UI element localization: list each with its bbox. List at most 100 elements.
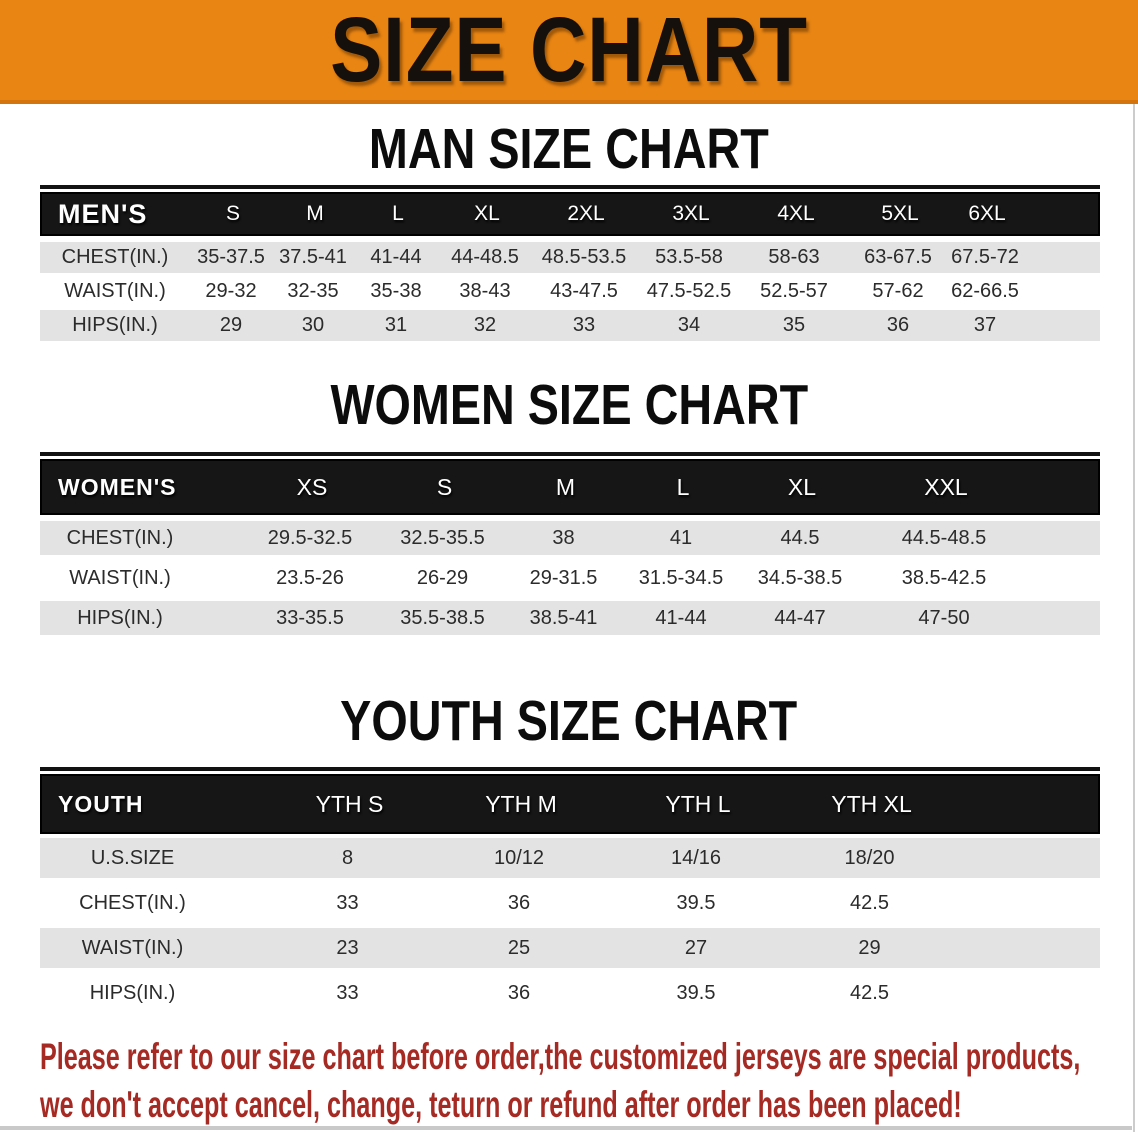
table-cell: 44-48.5 [451,246,519,268]
column-header: L [676,473,690,500]
table-cell: 42.5 [850,891,889,914]
column-header: S [436,473,453,500]
table-cell: 38-43 [459,280,511,302]
youth-size-table: YOUTH YTH S YTH M YTH L YTH XL U.S.SIZE 8 10/1… [40,767,1100,1013]
table-cell: 43-47.5 [550,280,618,302]
table-row: WAIST(IN.) 23.5-26 26-29 29-31.5 31.5-34.5 34… [40,561,1100,595]
table-cell: 57-62 [872,280,924,302]
footer-disclaimer-line1: Please refer to our size chart before or… [40,1036,1081,1077]
table-row: WAIST(IN.) 23 25 27 29 [40,928,1100,968]
man-section-heading: MAN SIZE CHART [0,117,1138,181]
bottom-edge-line [0,1126,1132,1130]
man-section-heading-text: MAN SIZE CHART [369,117,769,181]
youth-table-header-row: YOUTH YTH S YTH M YTH L YTH XL [40,774,1100,834]
table-row: WAIST(IN.) 29-32 32-35 35-38 38-43 43-47.5 47.… [40,276,1100,307]
table-cell: 36 [886,314,910,336]
table-cell: 44.5-48.5 [901,526,987,549]
row-label: U.S.SIZE [90,846,175,869]
column-header: YTH L [665,790,731,817]
table-cell: 29-32 [205,280,257,302]
table-top-rule [40,185,1100,189]
banner: SIZE CHART [0,0,1138,104]
table-cell: 37 [973,314,997,336]
right-edge-line [1133,104,1135,1132]
table-row: CHEST(IN.) 29.5-32.5 32.5-35.5 38 41 44.5 44.5… [40,521,1100,555]
column-header: L [392,202,404,225]
table-cell: 62-66.5 [951,280,1019,302]
table-row: CHEST(IN.) 33 36 39.5 42.5 [40,883,1100,923]
table-cell: 23 [336,936,359,959]
row-label: CHEST(IN.) [66,526,174,549]
table-corner-label: YOUTH [58,790,144,817]
table-row: CHEST(IN.) 35-37.5 37.5-41 41-44 44-48.5 48.5… [40,242,1100,273]
column-header: 2XL [567,202,605,225]
table-cell: 67.5-72 [951,246,1019,268]
table-corner-label: MEN'S [58,198,148,229]
table-cell: 36 [507,891,531,914]
column-header: 6XL [968,202,1006,225]
table-cell: 58-63 [768,246,820,268]
table-cell: 33 [572,314,596,336]
table-cell: 32-35 [287,280,339,302]
men-size-table: MEN'S S M L XL 2XL 3XL 4XL 5XL 6XL CHEST(IN.) 35-3… [40,185,1100,341]
column-header: XXL [924,473,968,500]
column-header: M [306,202,324,225]
table-cell: 35 [782,314,806,336]
column-header: M [555,473,576,500]
table-cell: 29-31.5 [529,566,598,589]
table-cell: 32 [473,314,497,336]
women-section-heading: WOMEN SIZE CHART [0,373,1138,437]
table-top-rule [40,767,1100,771]
table-row: HIPS(IN.) 33 36 39.5 42.5 [40,973,1100,1013]
women-table-header-row: WOMEN'S XS S M L XL XXL [40,459,1100,515]
row-label: HIPS(IN.) [72,314,158,336]
youth-section-heading-text: YOUTH SIZE CHART [340,689,798,753]
table-cell: 14/16 [670,846,722,869]
women-table-body: CHEST(IN.) 29.5-32.5 32.5-35.5 38 41 44.5 44.5… [40,521,1100,635]
table-cell: 27 [684,936,708,959]
table-cell: 25 [507,936,531,959]
column-header: YTH XL [831,790,912,817]
table-cell: 31 [384,314,408,336]
table-cell: 35-38 [370,280,422,302]
table-corner-label: WOMEN'S [58,473,177,500]
table-cell: 47-50 [918,606,970,629]
table-cell: 29 [858,936,881,959]
table-cell: 33 [336,981,359,1004]
table-row: HIPS(IN.) 33-35.5 35.5-38.5 38.5-41 41-44 44-… [40,601,1100,635]
table-cell: 26-29 [416,566,469,589]
table-cell: 23.5-26 [276,566,344,589]
table-cell: 42.5 [850,981,889,1004]
column-header: 4XL [777,202,815,225]
youth-section-heading: YOUTH SIZE CHART [0,689,1138,753]
table-cell: 29.5-32.5 [267,526,353,549]
banner-title: SIZE CHART [330,0,808,101]
table-cell: 41-44 [370,246,422,268]
table-top-rule [40,452,1100,456]
table-cell: 35.5-38.5 [400,606,485,629]
column-header: YTH M [485,790,557,817]
column-header: XL [787,473,817,500]
table-cell: 38.5-42.5 [901,566,987,589]
column-header: YTH S [315,790,384,817]
table-cell: 38.5-41 [529,606,598,629]
table-cell: 29 [219,314,243,336]
youth-table-body: U.S.SIZE 8 10/12 14/16 18/20 CHEST(IN.) 33 36 39… [40,838,1100,1013]
table-cell: 34.5-38.5 [757,566,843,589]
table-cell: 41 [669,526,693,549]
table-cell: 18/20 [844,846,895,869]
table-cell: 31.5-34.5 [638,566,724,589]
table-cell: 33 [336,891,359,914]
column-header: 5XL [881,202,919,225]
row-label: WAIST(IN.) [64,280,166,302]
table-cell: 44.5 [780,526,820,549]
table-cell: 53.5-58 [655,246,723,268]
table-cell: 10/12 [493,846,545,869]
footer-disclaimer: Please refer to our size chart before or… [40,1033,1138,1129]
column-header: XL [474,202,500,225]
women-section-heading-text: WOMEN SIZE CHART [330,373,808,437]
table-cell: 41-44 [655,606,707,629]
table-cell: 63-67.5 [864,246,932,268]
column-header: S [225,202,240,225]
